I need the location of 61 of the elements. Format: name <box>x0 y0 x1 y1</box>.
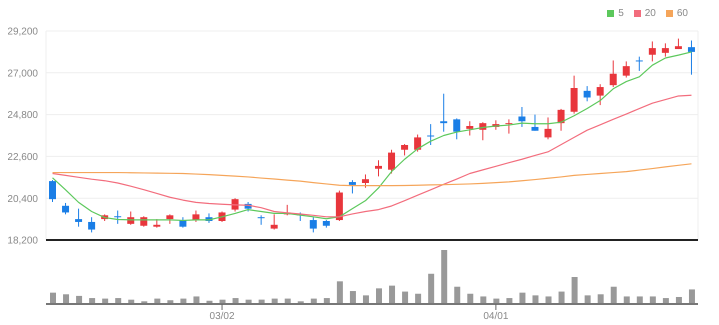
bar <box>519 292 526 304</box>
candlestick <box>570 75 578 114</box>
candlestick <box>75 208 82 228</box>
y-tick-label: 24,800 <box>7 110 38 122</box>
bar <box>50 292 56 304</box>
candlestick <box>270 214 278 230</box>
candlestick <box>505 118 512 134</box>
y-tick-label: 22,600 <box>7 152 38 163</box>
candlestick <box>622 60 630 78</box>
bar <box>389 286 396 304</box>
candlestick <box>610 60 617 88</box>
bar <box>558 292 565 304</box>
candlestick <box>648 40 656 62</box>
candlestick <box>49 180 56 202</box>
candlestick <box>518 106 526 128</box>
candlestick <box>662 42 669 58</box>
candlestick <box>453 118 460 140</box>
x-tick-label: 03/02 <box>210 311 235 322</box>
bar <box>336 281 343 304</box>
candlestick <box>544 116 552 140</box>
x-tick-label: 04/01 <box>483 311 509 322</box>
y-tick-label: 27,000 <box>7 68 38 80</box>
bar <box>402 292 408 304</box>
candlestick <box>114 210 122 224</box>
line-series <box>52 163 692 186</box>
line-series <box>52 94 692 218</box>
candlestick <box>414 134 422 152</box>
candlestick <box>140 216 148 228</box>
candlestick <box>688 40 695 76</box>
candlestick <box>375 160 382 177</box>
y-tick-label: 29,200 <box>7 26 38 38</box>
candlestick <box>362 174 369 188</box>
bar <box>350 291 356 304</box>
candlestick <box>166 214 174 224</box>
candlestick <box>258 214 265 226</box>
y-tick-label: 18,200 <box>7 236 38 247</box>
bar <box>376 288 382 304</box>
bar <box>415 294 422 304</box>
bar <box>610 286 617 304</box>
legend-label: 60 <box>676 8 688 19</box>
candlestick <box>62 202 70 215</box>
candlestick <box>636 56 643 72</box>
candlestick <box>427 124 434 146</box>
bar <box>454 286 460 304</box>
bar <box>572 277 578 304</box>
bar <box>467 294 474 304</box>
bar <box>428 274 434 304</box>
candlestick <box>466 120 474 136</box>
candlestick <box>348 180 356 194</box>
candlestick <box>310 216 317 233</box>
y-tick-label: 20,400 <box>7 194 38 205</box>
bar <box>441 250 448 304</box>
candlestick <box>584 86 591 102</box>
candlestick <box>401 144 408 156</box>
legend-label: 5 <box>618 8 624 19</box>
bar <box>688 289 695 304</box>
candlestick <box>531 114 538 132</box>
candlestick <box>88 216 96 233</box>
legend-label: 20 <box>644 8 656 19</box>
candlestick <box>388 149 396 174</box>
candlestick <box>596 84 604 106</box>
